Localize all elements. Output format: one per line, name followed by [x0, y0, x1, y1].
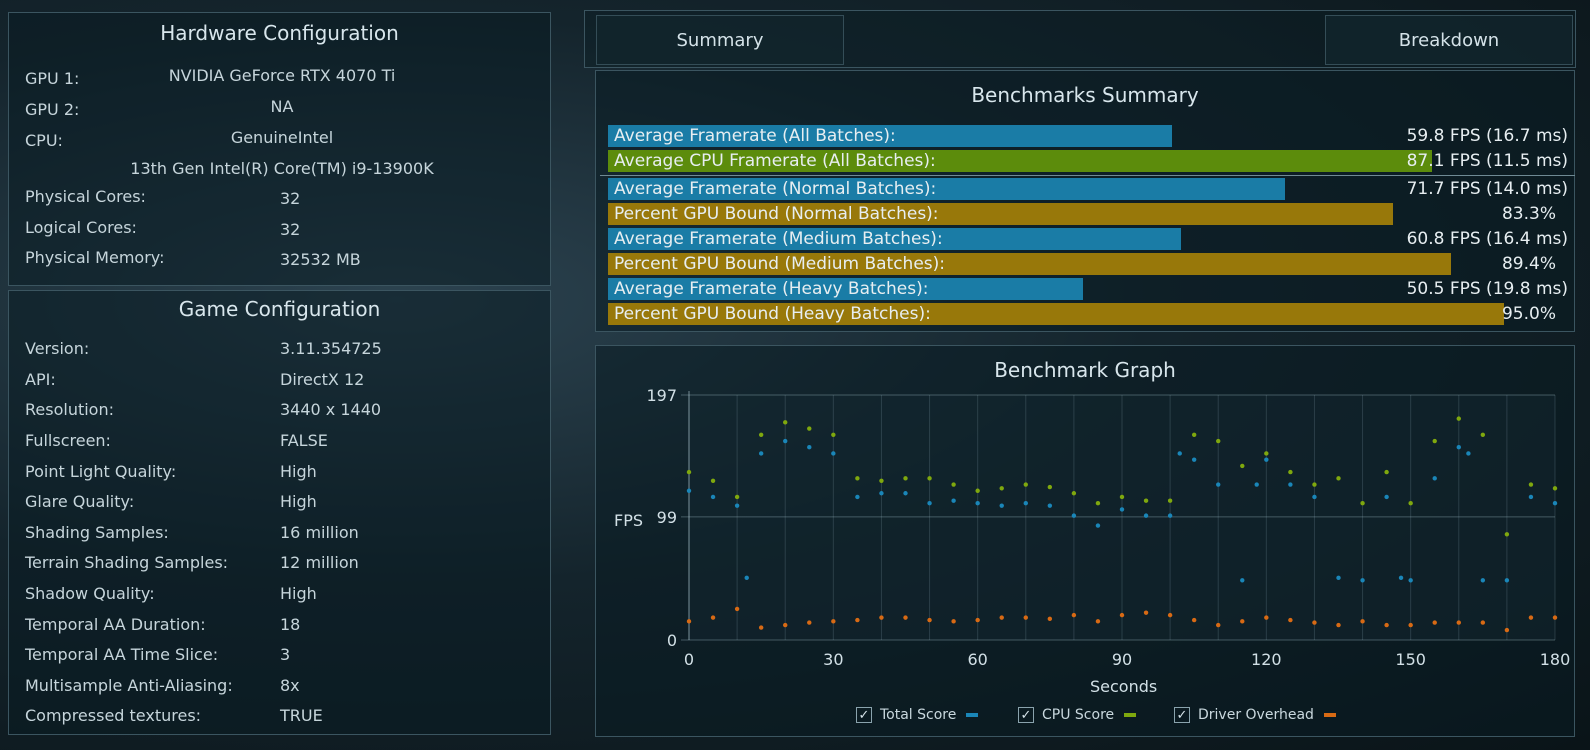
summary-bar-fill: [608, 150, 1432, 172]
game-row-label: Point Light Quality:: [25, 462, 177, 481]
game-row-label: Shading Samples:: [25, 523, 169, 542]
summary-bar-label: Average Framerate (Heavy Batches):: [614, 279, 929, 299]
game-row-value: High: [280, 584, 317, 603]
x-axis-label: Seconds: [1090, 677, 1158, 696]
hw-row-label: Logical Cores:: [25, 218, 137, 237]
cpu-score-swatch: [1124, 713, 1137, 717]
benchmarks-summary-title: Benchmarks Summary: [971, 83, 1199, 107]
summary-bar-row: Average Framerate (Normal Batches): 71.7 …: [608, 178, 1568, 200]
driver-overhead-checkbox[interactable]: ✓: [1174, 707, 1190, 723]
summary-bar-value: 59.8 FPS (16.7 ms): [1406, 126, 1568, 146]
benchmark-graph-panel: Benchmark Graph: [595, 345, 1575, 737]
driver-overhead-swatch: [1323, 713, 1336, 717]
game-row-value: FALSE: [280, 431, 328, 450]
summary-bar-row: Average Framerate (Heavy Batches): 50.5 F…: [608, 278, 1568, 300]
tab-summary[interactable]: Summary: [596, 15, 844, 65]
legend-cpu-score[interactable]: ✓ CPU Score: [1018, 707, 1137, 723]
cpu-label: CPU:: [25, 131, 63, 150]
game-row-value: 12 million: [280, 553, 359, 572]
tab-breakdown[interactable]: Breakdown: [1325, 15, 1573, 65]
hw-row-value: 32: [280, 220, 301, 239]
game-row-label: Temporal AA Time Slice:: [25, 645, 219, 664]
summary-bar-fill: [608, 278, 1084, 300]
summary-bar-row: Percent GPU Bound (Normal Batches): 83.3%: [608, 203, 1568, 225]
game-row-value: DirectX 12: [280, 370, 365, 389]
game-row-label: Temporal AA Duration:: [25, 615, 206, 634]
summary-bar-fill: [608, 203, 1394, 225]
game-row-label: Glare Quality:: [25, 492, 135, 511]
gpu1-label: GPU 1:: [25, 69, 80, 88]
gpu2-value: NA: [270, 97, 294, 116]
summary-bar-label: Average Framerate (Normal Batches):: [614, 179, 937, 199]
summary-bar-fill: [608, 303, 1504, 325]
game-row-value: High: [280, 462, 317, 481]
summary-bar-value: 50.5 FPS (19.8 ms): [1406, 279, 1568, 299]
game-row-value: 3: [280, 645, 291, 664]
summary-bar-label: Average CPU Framerate (All Batches):: [614, 151, 936, 171]
summary-bar-label: Percent GPU Bound (Normal Batches):: [614, 204, 939, 224]
hw-row-label: Physical Cores:: [25, 187, 146, 206]
legend-driver-overhead[interactable]: ✓ Driver Overhead: [1174, 707, 1336, 723]
y-axis-label: FPS: [614, 511, 644, 530]
gpu1-value: NVIDIA GeForce RTX 4070 Ti: [168, 66, 396, 85]
game-row-value: 8x: [280, 676, 300, 695]
summary-bar-fill: [608, 228, 1182, 250]
summary-bar-value: 71.7 FPS (14.0 ms): [1406, 179, 1568, 199]
game-row-label: Fullscreen:: [25, 431, 111, 450]
game-row-label: Shadow Quality:: [25, 584, 155, 603]
cpu-vendor: GenuineIntel: [230, 128, 334, 147]
game-row-label: Resolution:: [25, 400, 114, 419]
hardware-config-panel: Hardware Configuration: [8, 12, 551, 286]
game-row-value: High: [280, 492, 317, 511]
summary-bar-value: 60.8 FPS (16.4 ms): [1406, 229, 1568, 249]
game-config-title: Game Configuration: [178, 297, 381, 321]
summary-bar-row: Average Framerate (Medium Batches): 60.8 …: [608, 228, 1568, 250]
legend-total-score-label: Total Score: [880, 707, 957, 723]
gpu2-label: GPU 2:: [25, 100, 80, 119]
summary-bar-row: Percent GPU Bound (Heavy Batches): 95.0%: [608, 303, 1568, 325]
game-config-panel: Game Configuration: [8, 290, 551, 735]
game-row-label: Version:: [25, 339, 90, 358]
legend-total-score[interactable]: ✓ Total Score: [856, 707, 979, 723]
game-row-value: TRUE: [280, 706, 323, 725]
game-row-label: Terrain Shading Samples:: [25, 553, 229, 572]
summary-bar-value: 87.1 FPS (11.5 ms): [1406, 151, 1568, 171]
summary-divider: [600, 175, 1575, 176]
summary-bar-row: Average Framerate (All Batches): 59.8 FPS…: [608, 125, 1568, 147]
hardware-config-title: Hardware Configuration: [160, 21, 399, 45]
game-row-value: 16 million: [280, 523, 359, 542]
game-row-label: Compressed textures:: [25, 706, 202, 725]
game-row-label: Multisample Anti-Aliasing:: [25, 676, 233, 695]
benchmark-graph-title: Benchmark Graph: [994, 358, 1176, 382]
summary-bar-value: 83.3%: [1501, 204, 1556, 224]
summary-bar-fill: [608, 253, 1451, 275]
summary-bar-row: Percent GPU Bound (Medium Batches): 89.4%: [608, 253, 1568, 275]
summary-bar-value: 95.0%: [1501, 304, 1556, 324]
hw-row-value: 32532 MB: [280, 250, 361, 269]
hw-row-value: 32: [280, 189, 301, 208]
cpu-score-checkbox[interactable]: ✓: [1018, 707, 1034, 723]
summary-bar-row: Average CPU Framerate (All Batches): 87.1…: [608, 150, 1568, 172]
cpu-model: 13th Gen Intel(R) Core(TM) i9-13900K: [130, 159, 434, 178]
summary-bar-label: Percent GPU Bound (Heavy Batches):: [614, 304, 931, 324]
total-score-checkbox[interactable]: ✓: [856, 707, 872, 723]
game-row-value: 18: [280, 615, 301, 634]
hw-row-label: Physical Memory:: [25, 248, 165, 267]
summary-bar-label: Percent GPU Bound (Medium Batches):: [614, 254, 946, 274]
game-row-value: 3440 x 1440: [280, 400, 382, 419]
legend-cpu-score-label: CPU Score: [1042, 707, 1115, 723]
summary-bar-label: Average Framerate (All Batches):: [614, 126, 896, 146]
summary-bar-value: 89.4%: [1501, 254, 1556, 274]
summary-bar-fill: [608, 178, 1285, 200]
game-row-value: 3.11.354725: [280, 339, 382, 358]
legend-driver-overhead-label: Driver Overhead: [1198, 707, 1314, 723]
summary-bar-label: Average Framerate (Medium Batches):: [614, 229, 943, 249]
summary-bar-fill: [608, 125, 1172, 147]
game-row-label: API:: [25, 370, 56, 389]
total-score-swatch: [966, 713, 979, 717]
